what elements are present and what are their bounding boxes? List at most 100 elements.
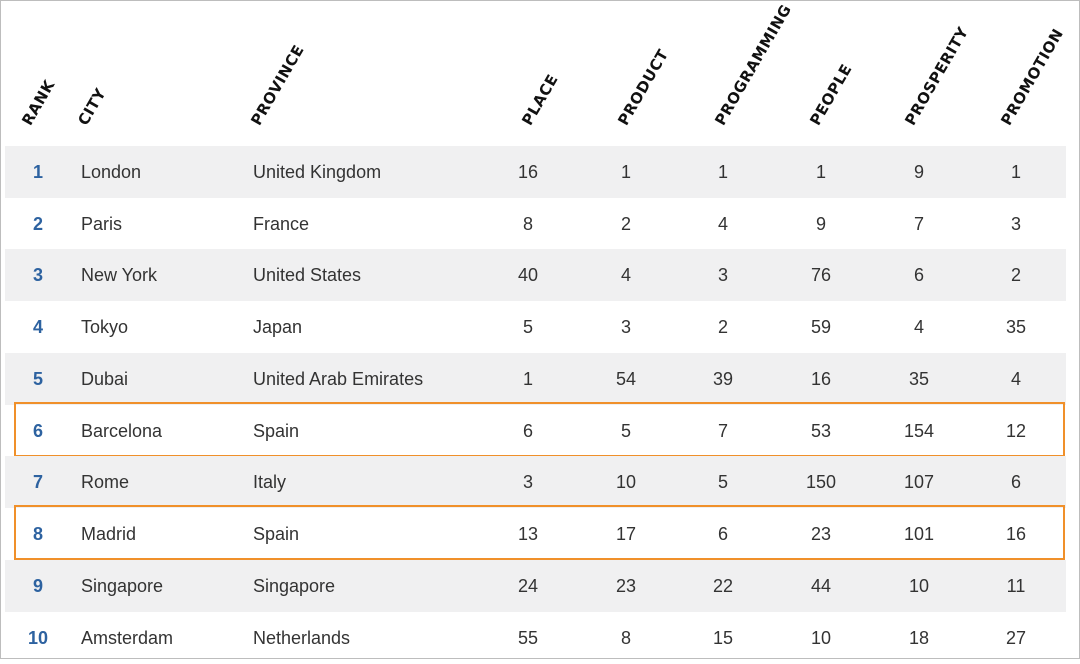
table-row[interactable]: 2 Paris France 8 2 4 9 7 3 [5,198,1066,250]
prosperity-cell: 18 [908,628,930,648]
header-prosperity[interactable]: PROSPERITY [901,23,973,129]
product-cell: 17 [615,524,637,544]
rank-cell: 9 [32,576,43,596]
table-row[interactable]: 8 Madrid Spain 13 17 6 23 101 16 [5,508,1066,560]
city-cell: Paris [81,214,123,234]
place-cell: 3 [522,472,533,492]
rank-cell: 10 [27,628,49,648]
rank-cell: 7 [32,472,43,492]
city-cell: London [81,162,142,182]
table-row[interactable]: 4 Tokyo Japan 5 3 2 59 4 35 [5,301,1066,353]
province-cell: Netherlands [253,628,351,648]
rank-cell: 5 [32,369,43,389]
people-cell: 16 [810,369,832,389]
programming-cell: 2 [717,317,728,337]
rank-cell: 1 [32,162,43,182]
province-cell: Spain [253,524,300,544]
product-cell: 10 [615,472,637,492]
prosperity-cell: 35 [908,369,930,389]
city-cell: Tokyo [81,317,129,337]
product-cell: 8 [620,628,631,648]
header-rank[interactable]: RANK [18,76,59,129]
rank-cell: 4 [32,317,43,337]
people-cell: 76 [810,265,832,285]
programming-cell: 6 [717,524,728,544]
programming-cell: 5 [717,472,728,492]
header-programming[interactable]: PROGRAMMING [711,1,796,129]
people-cell: 9 [815,214,826,234]
promotion-cell: 3 [1010,214,1021,234]
product-cell: 1 [620,162,631,182]
header-people[interactable]: PEOPLE [806,60,856,129]
city-cell: Barcelona [81,421,163,441]
product-cell: 23 [615,576,637,596]
place-cell: 6 [522,421,533,441]
city-cell: Amsterdam [81,628,174,648]
product-cell: 54 [615,369,637,389]
promotion-cell: 4 [1010,369,1021,389]
place-cell: 24 [517,576,539,596]
province-cell: France [253,214,310,234]
rank-cell: 6 [32,421,43,441]
people-cell: 44 [810,576,832,596]
place-cell: 55 [517,628,539,648]
prosperity-cell: 107 [903,472,935,492]
province-cell: Singapore [253,576,336,596]
rank-cell: 2 [32,214,43,234]
people-cell: 59 [810,317,832,337]
province-cell: United States [253,265,362,285]
product-cell: 5 [620,421,631,441]
rank-cell: 8 [32,524,43,544]
people-cell: 23 [810,524,832,544]
people-cell: 1 [815,162,826,182]
place-cell: 1 [522,369,533,389]
province-cell: United Arab Emirates [253,369,424,389]
table-row[interactable]: 10 Amsterdam Netherlands 55 8 15 10 18 27 [5,612,1066,664]
prosperity-cell: 9 [913,162,924,182]
promotion-cell: 16 [1005,524,1027,544]
city-cell: New York [81,265,158,285]
header-place[interactable]: PLACE [518,71,562,129]
place-cell: 8 [522,214,533,234]
place-cell: 13 [517,524,539,544]
promotion-cell: 2 [1010,265,1021,285]
header-city[interactable]: CITY [74,85,110,129]
product-cell: 4 [620,265,631,285]
header-product[interactable]: PRODUCT [614,46,673,129]
programming-cell: 39 [712,369,734,389]
header-promotion[interactable]: PROMOTION [997,25,1068,129]
rank-cell: 3 [32,265,43,285]
promotion-cell: 6 [1010,472,1021,492]
product-cell: 2 [620,214,631,234]
programming-cell: 3 [717,265,728,285]
people-cell: 10 [810,628,832,648]
table-row[interactable]: 6 Barcelona Spain 6 5 7 53 154 12 [5,405,1066,457]
programming-cell: 4 [717,214,728,234]
table-row[interactable]: 5 Dubai United Arab Emirates 1 54 39 16 35 4 [5,353,1066,405]
table-row[interactable]: 3 New York United States 40 4 3 76 6 2 [5,249,1066,301]
prosperity-cell: 7 [913,214,924,234]
people-cell: 53 [810,421,832,441]
table-row[interactable]: 9 Singapore Singapore 24 23 22 44 10 11 [5,560,1066,612]
programming-cell: 7 [717,421,728,441]
city-cell: Madrid [81,524,137,544]
table-row[interactable]: 1 London United Kingdom 16 1 1 1 9 1 [5,146,1066,198]
table-row[interactable]: 7 Rome Italy 3 10 5 150 107 6 [5,456,1066,508]
place-cell: 16 [517,162,539,182]
programming-cell: 1 [717,162,728,182]
city-cell: Singapore [81,576,164,596]
prosperity-cell: 4 [913,317,924,337]
province-cell: Japan [253,317,303,337]
prosperity-cell: 10 [908,576,930,596]
place-cell: 40 [517,265,539,285]
people-cell: 150 [805,472,837,492]
city-cell: Dubai [81,369,129,389]
city-cell: Rome [81,472,130,492]
promotion-cell: 35 [1005,317,1027,337]
header-province[interactable]: PROVINCE [247,41,308,129]
province-cell: Spain [253,421,300,441]
product-cell: 3 [620,317,631,337]
prosperity-cell: 154 [903,421,935,441]
promotion-cell: 1 [1010,162,1021,182]
